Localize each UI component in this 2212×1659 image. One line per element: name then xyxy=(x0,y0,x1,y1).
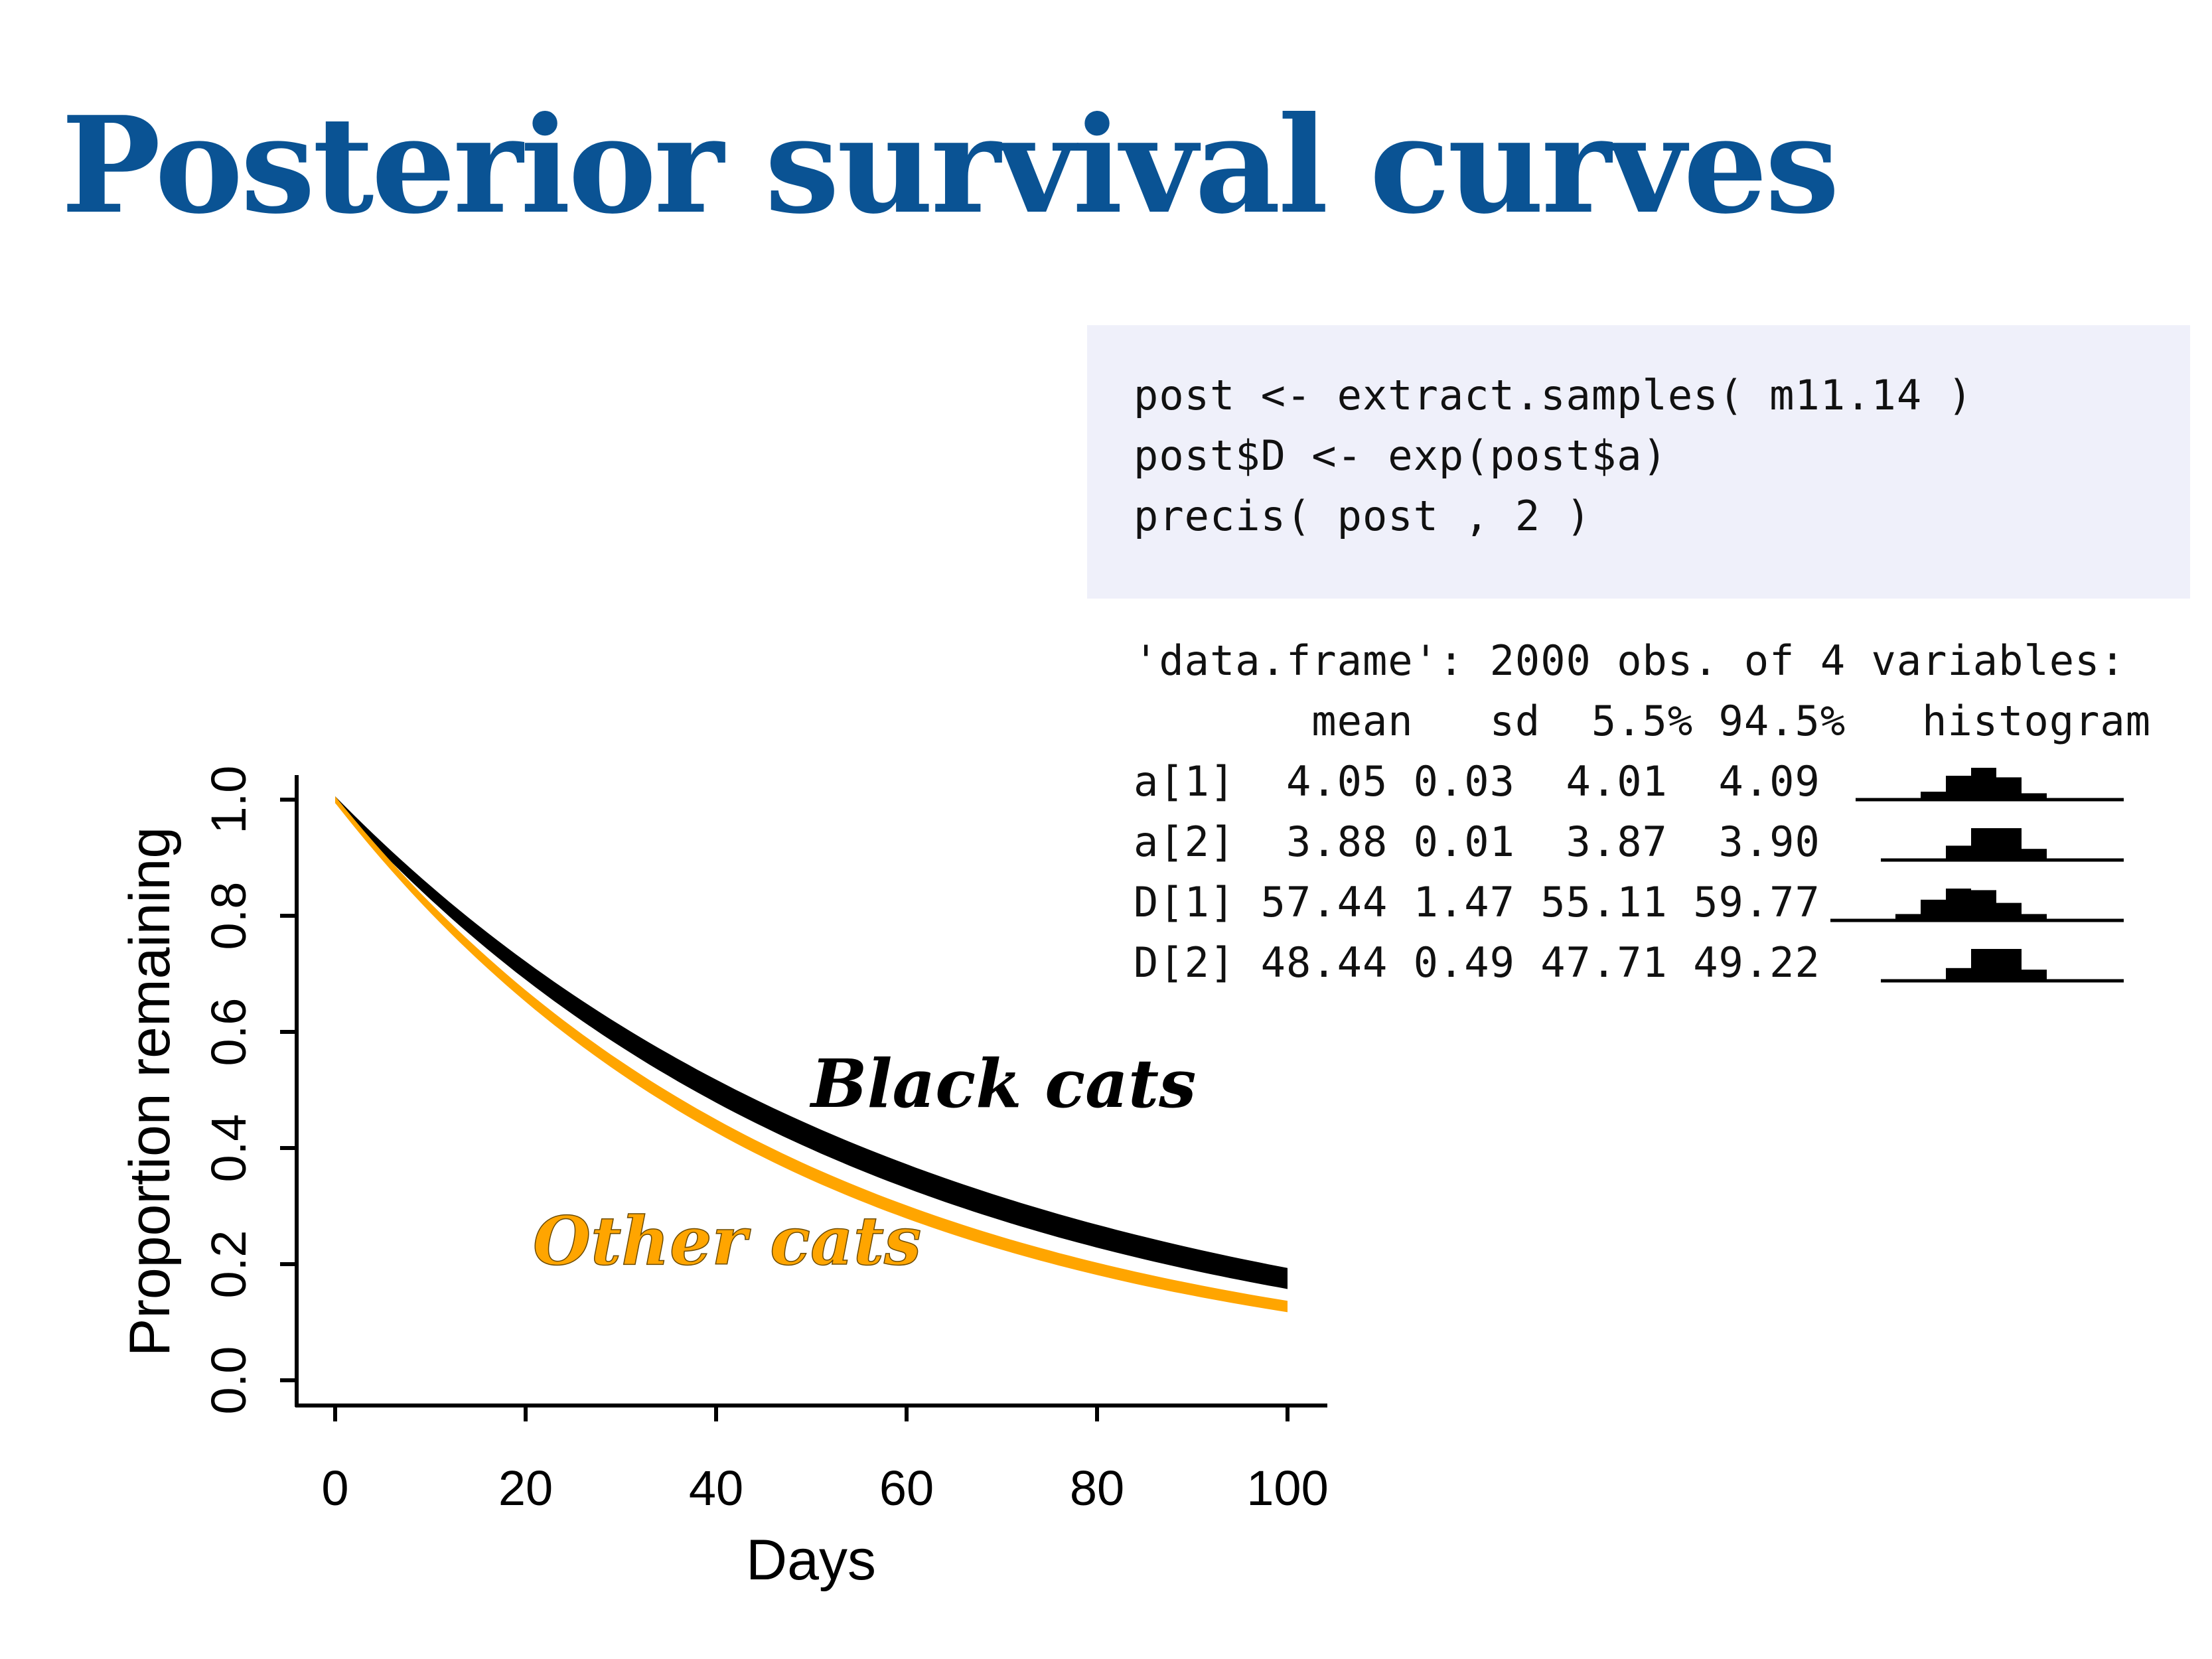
histogram-bar xyxy=(2022,793,2047,800)
histogram-bar xyxy=(1996,777,2022,800)
y-tick-label: 0.8 xyxy=(201,882,256,950)
histogram-bar xyxy=(1870,918,1895,920)
x-axis-label: Days xyxy=(746,1528,876,1592)
code-block: post <- extract.samples( m11.14 ) post$D… xyxy=(1087,325,2190,599)
histogram-bar xyxy=(2022,849,2047,860)
y-tick-label: 0.6 xyxy=(201,998,256,1066)
histogram-bar xyxy=(1946,776,1971,800)
histogram-bar xyxy=(1921,899,1946,920)
histogram-bar xyxy=(1946,889,1971,920)
x-tick-label: 60 xyxy=(879,1461,934,1516)
series-label-other-cats: Other cats xyxy=(533,1202,921,1280)
histogram-bar xyxy=(1996,949,2022,981)
y-axis-label: Proportion remaining xyxy=(118,827,182,1356)
histogram-bar xyxy=(2047,858,2072,860)
histogram-sparklines xyxy=(1830,768,2124,983)
y-tick-label: 0.2 xyxy=(201,1230,256,1299)
histogram-bar xyxy=(1921,858,1946,860)
histogram-bar xyxy=(1895,914,1921,920)
histogram-bar xyxy=(1971,890,1996,920)
histogram-bar xyxy=(1996,828,2022,860)
precis-output: 'data.frame': 2000 obs. of 4 variables: … xyxy=(1134,630,2151,993)
slide-title: Posterior survival curves xyxy=(61,88,1840,244)
code-line: precis( post , 2 ) xyxy=(1134,492,1591,540)
output-column-header: mean sd 5.5% 94.5% histogram xyxy=(1134,697,2152,745)
histogram-bar xyxy=(1895,798,1921,800)
x-tick-label: 40 xyxy=(689,1461,743,1516)
code-line: post$D <- exp(post$a) xyxy=(1134,431,1668,480)
histogram-bar xyxy=(2022,970,2047,981)
output-header: 'data.frame': 2000 obs. of 4 variables: xyxy=(1134,636,2126,685)
output-row: a[2] 3.88 0.01 3.87 3.90 xyxy=(1134,818,1820,866)
histogram-bar xyxy=(2047,798,2072,800)
x-tick-label: 80 xyxy=(1070,1461,1124,1516)
output-row: a[1] 4.05 0.03 4.01 4.09 xyxy=(1134,757,1820,806)
y-tick-label: 1.0 xyxy=(201,766,256,834)
histogram-bar xyxy=(1921,792,1946,800)
histogram-bar xyxy=(1946,968,1971,981)
histogram-bar xyxy=(1971,828,1996,860)
histogram-bar xyxy=(1946,845,1971,860)
code-line: post <- extract.samples( m11.14 ) xyxy=(1134,371,1973,419)
histogram-bar xyxy=(1971,949,1996,981)
series-label-black-cats: Black cats xyxy=(809,1045,1196,1123)
output-row: D[1] 57.44 1.47 55.11 59.77 xyxy=(1134,878,1820,926)
y-tick-label: 0.4 xyxy=(201,1114,256,1183)
histogram-bar xyxy=(1921,979,1946,981)
histogram-bar xyxy=(2022,914,2047,920)
histogram-bar xyxy=(1996,902,2022,920)
output-row: D[2] 48.44 0.49 47.71 49.22 xyxy=(1134,938,1820,987)
x-tick-label: 20 xyxy=(498,1461,553,1516)
histogram-bar xyxy=(2047,918,2072,920)
histogram-bar xyxy=(1971,768,1996,800)
chart-labels: Days Proportion remaining Black cats Oth… xyxy=(118,827,1196,1592)
histogram-bar xyxy=(2047,979,2072,981)
y-tick-label: 0.0 xyxy=(201,1346,256,1415)
x-tick-label: 0 xyxy=(321,1461,348,1516)
chart-axes: 0 20 40 60 80 100 0.0 0.2 0.4 0.6 0.8 1.0 xyxy=(201,766,1329,1516)
x-tick-label: 100 xyxy=(1246,1461,1328,1516)
